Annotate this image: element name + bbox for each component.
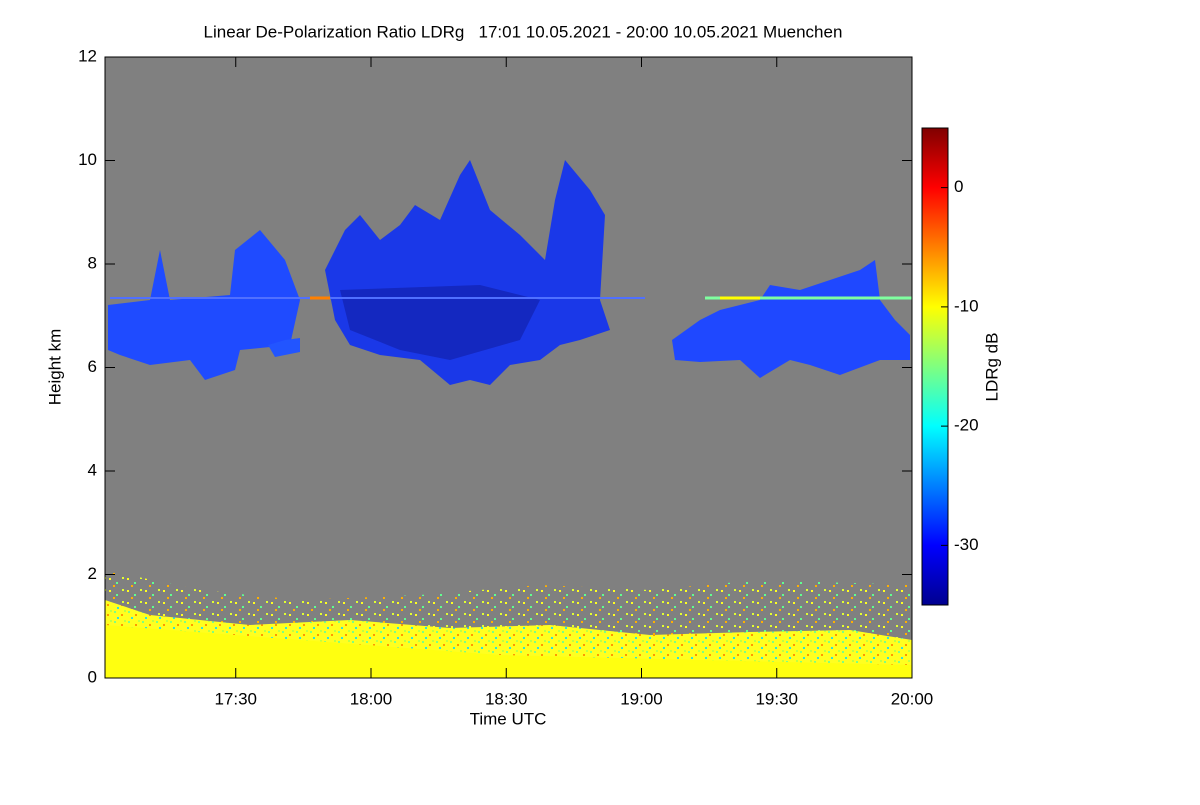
y-tick-label: 8 bbox=[88, 253, 97, 272]
y-tick-label: 4 bbox=[88, 460, 97, 479]
cloud-layer bbox=[108, 160, 912, 385]
y-tick-label: 2 bbox=[88, 564, 97, 583]
x-tick-label: 18:30 bbox=[485, 689, 528, 708]
colorbar-tick-label: -30 bbox=[954, 535, 979, 554]
x-tick-label: 17:30 bbox=[214, 689, 257, 708]
x-tick-label: 19:30 bbox=[755, 689, 798, 708]
boundary-layer bbox=[105, 570, 912, 678]
x-axis-label: Time UTC bbox=[470, 709, 547, 728]
colorbar bbox=[921, 127, 949, 606]
x-tick-label: 20:00 bbox=[891, 689, 934, 708]
plot-area bbox=[104, 56, 913, 679]
y-axis-label: Height km bbox=[45, 329, 64, 406]
chart-title: Linear De-Polarization Ratio LDRg 17:01 … bbox=[204, 22, 843, 41]
y-tick-label: 0 bbox=[88, 667, 97, 686]
colorbar-label: LDRg dB bbox=[982, 333, 1001, 402]
x-tick-label: 19:00 bbox=[620, 689, 663, 708]
colorbar-tick-label: -20 bbox=[954, 416, 979, 435]
y-tick-label: 12 bbox=[78, 46, 97, 65]
x-tick-label: 18:00 bbox=[350, 689, 393, 708]
colorbar-tick-label: -10 bbox=[954, 296, 979, 315]
y-tick-label: 6 bbox=[88, 357, 97, 376]
y-tick-label: 10 bbox=[78, 150, 97, 169]
colorbar-tick-label: 0 bbox=[954, 177, 963, 196]
